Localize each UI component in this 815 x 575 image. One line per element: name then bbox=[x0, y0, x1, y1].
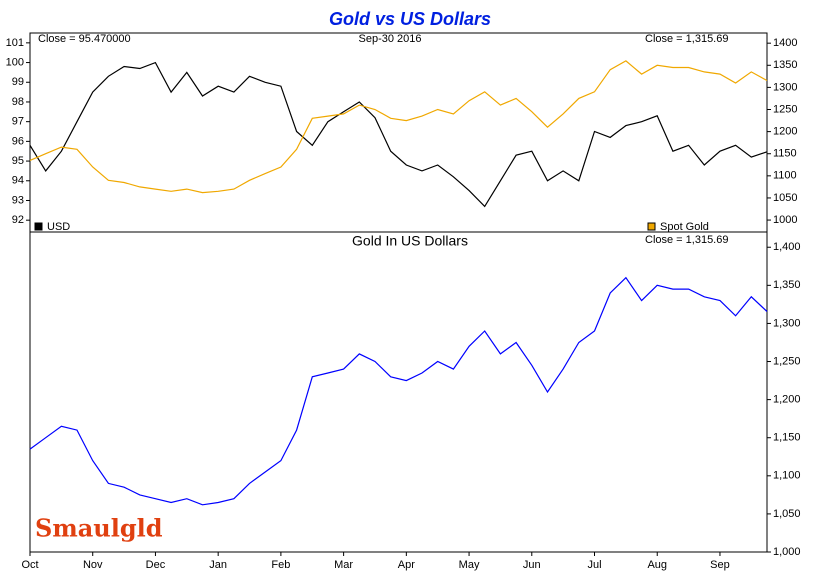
legend-label: USD bbox=[47, 221, 70, 233]
bottom-panel bbox=[29, 231, 768, 553]
series-line bbox=[29, 60, 768, 194]
x-tick-label: Jan bbox=[209, 559, 227, 571]
y2-tick-label: 1,250 bbox=[773, 355, 801, 367]
x-tick-label: Oct bbox=[21, 559, 38, 571]
y-tick-label: 97 bbox=[12, 116, 24, 128]
top-panel bbox=[29, 32, 768, 233]
x-tick-label: Sep bbox=[710, 559, 730, 571]
chart-title: Gold vs US Dollars bbox=[329, 9, 491, 29]
panel-title: Gold In US Dollars bbox=[352, 233, 468, 249]
legend-swatch bbox=[34, 222, 43, 231]
series-line bbox=[29, 61, 768, 208]
y2-tick-label: 1,300 bbox=[773, 317, 801, 329]
y2-tick-label: 1050 bbox=[773, 192, 797, 204]
x-tick-label: Nov bbox=[83, 559, 103, 571]
y-tick-label: 96 bbox=[12, 135, 24, 147]
annotation: Close = 1,315.69 bbox=[645, 234, 728, 246]
x-tick-label: Jun bbox=[523, 559, 541, 571]
y-tick-label: 92 bbox=[12, 214, 24, 226]
annotation: Close = 95.470000 bbox=[38, 33, 131, 45]
y2-tick-label: 1,200 bbox=[773, 394, 801, 406]
y-tick-label: 95 bbox=[12, 155, 24, 167]
y2-tick-label: 1000 bbox=[773, 214, 797, 226]
legend-swatch bbox=[647, 222, 656, 231]
x-tick-label: Apr bbox=[398, 559, 415, 571]
y2-tick-label: 1300 bbox=[773, 81, 797, 93]
y2-tick-label: 1,150 bbox=[773, 432, 801, 444]
x-tick-label: Feb bbox=[271, 559, 290, 571]
x-tick-label: Dec bbox=[146, 559, 166, 571]
annotation: Sep-30 2016 bbox=[359, 33, 422, 45]
y2-tick-label: 1400 bbox=[773, 37, 797, 49]
logo: Smaulgld bbox=[35, 514, 163, 543]
x-tick-label: Mar bbox=[334, 559, 353, 571]
y2-tick-label: 1100 bbox=[773, 170, 797, 182]
y2-tick-label: 1,100 bbox=[773, 470, 801, 482]
y-tick-label: 99 bbox=[12, 76, 24, 88]
y-tick-label: 101 bbox=[6, 37, 24, 49]
legend-label: Spot Gold bbox=[660, 221, 709, 233]
y-tick-label: 93 bbox=[12, 194, 24, 206]
x-tick-label: Aug bbox=[647, 559, 667, 571]
y2-tick-label: 1350 bbox=[773, 59, 797, 71]
y-tick-label: 100 bbox=[6, 56, 24, 68]
x-tick-label: Jul bbox=[587, 559, 601, 571]
y2-tick-label: 1,000 bbox=[773, 546, 801, 558]
annotation: Close = 1,315.69 bbox=[645, 33, 728, 45]
y-tick-label: 94 bbox=[12, 175, 24, 187]
y2-tick-label: 1,050 bbox=[773, 508, 801, 520]
series-line bbox=[29, 276, 768, 506]
y2-tick-label: 1200 bbox=[773, 126, 797, 138]
y2-tick-label: 1250 bbox=[773, 103, 797, 115]
y2-tick-label: 1,400 bbox=[773, 241, 801, 253]
x-tick-label: May bbox=[459, 559, 480, 571]
y2-tick-label: 1150 bbox=[773, 148, 797, 160]
y-tick-label: 98 bbox=[12, 96, 24, 108]
y2-tick-label: 1,350 bbox=[773, 279, 801, 291]
